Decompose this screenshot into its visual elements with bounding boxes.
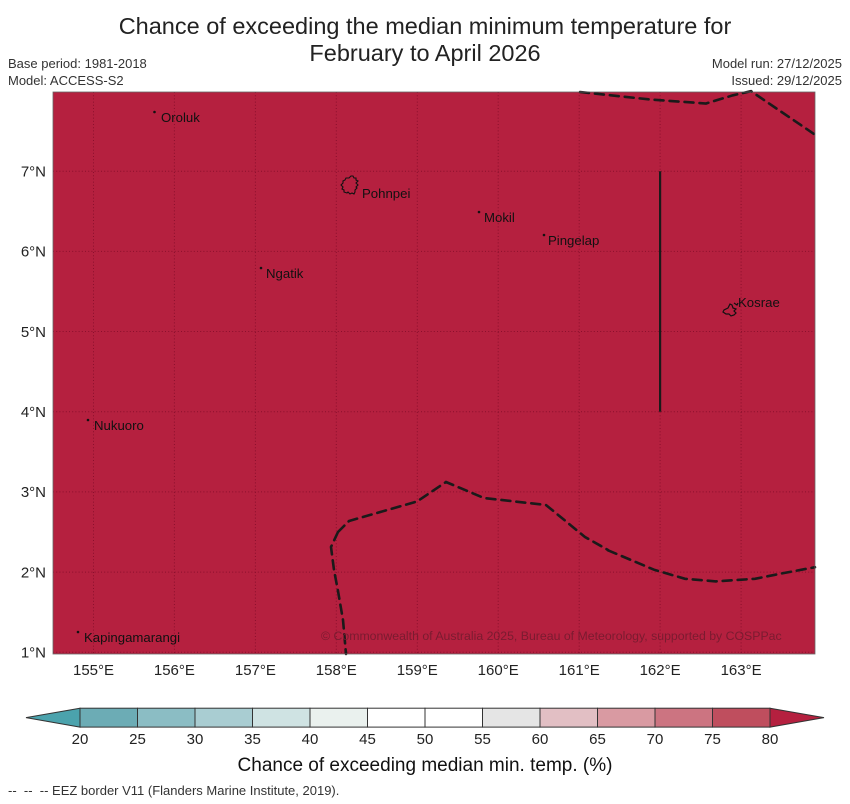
svg-text:158°E: 158°E: [316, 662, 357, 679]
svg-text:Kosrae: Kosrae: [738, 295, 780, 310]
svg-text:5°N: 5°N: [21, 324, 46, 341]
svg-text:Pingelap: Pingelap: [548, 233, 599, 248]
svg-text:© Commonwealth of Australia 20: © Commonwealth of Australia 2025, Bureau…: [321, 629, 782, 643]
svg-text:6°N: 6°N: [21, 244, 46, 261]
svg-text:Pohnpei: Pohnpei: [362, 186, 410, 201]
svg-text:155°E: 155°E: [73, 662, 114, 679]
svg-text:163°E: 163°E: [721, 662, 762, 679]
svg-text:Ngatik: Ngatik: [266, 266, 304, 281]
svg-text:Nukuoro: Nukuoro: [94, 418, 144, 433]
svg-text:3°N: 3°N: [21, 484, 46, 501]
svg-text:159°E: 159°E: [397, 662, 438, 679]
svg-text:162°E: 162°E: [640, 662, 681, 679]
svg-text:7°N: 7°N: [21, 164, 46, 181]
svg-text:Oroluk: Oroluk: [161, 110, 200, 125]
svg-text:1°N: 1°N: [21, 645, 46, 662]
svg-text:Mokil: Mokil: [484, 210, 515, 225]
svg-text:156°E: 156°E: [154, 662, 195, 679]
svg-text:Kapingamarangi: Kapingamarangi: [84, 630, 180, 645]
svg-text:2°N: 2°N: [21, 564, 46, 581]
svg-text:4°N: 4°N: [21, 404, 46, 421]
svg-text:157°E: 157°E: [235, 662, 276, 679]
svg-text:161°E: 161°E: [559, 662, 600, 679]
svg-text:160°E: 160°E: [478, 662, 519, 679]
